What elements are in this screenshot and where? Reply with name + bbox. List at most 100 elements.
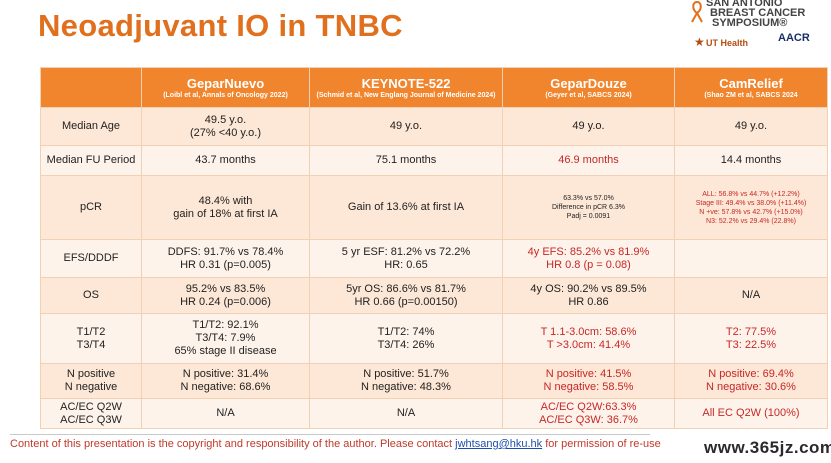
table-row-median-age: Median Age 49.5 y.o. (27% <40 y.o.) 49 y.…: [40, 107, 828, 146]
row-label-text: OS: [83, 289, 99, 301]
header-name: GeparDouze: [550, 75, 627, 91]
header-blank-cell: [40, 67, 142, 108]
cell-keynote-522: 75.1 months: [309, 145, 503, 176]
cell-line: AC/EC Q2W:63.3%: [540, 400, 637, 413]
cell-line: N negative: 68.6%: [180, 381, 271, 393]
cell-keynote-522: Gain of 13.6% at first IA: [309, 175, 503, 240]
cell-gepar-nuevo: DDFS: 91.7% vs 78.4% HR 0.31 (p=0.005): [141, 239, 310, 278]
cell-line: All EC Q2W (100%): [702, 407, 800, 419]
cell-line: N positive: 51.7%: [363, 368, 449, 380]
cell-line: N3: 52.2% vs 29.4% (22.8%): [706, 217, 796, 225]
cell-gepar-douze: 4y EFS: 85.2% vs 81.9% HR 0.8 (p = 0.08): [502, 239, 675, 278]
header-gepar-nuevo: GeparNuevo (Loibl et al, Annals of Oncol…: [141, 67, 310, 108]
table-row-ac-ec: AC/EC Q2W AC/EC Q3W N/A N/A AC/EC Q2W:63.…: [40, 398, 828, 429]
cell-gepar-nuevo: 43.7 months: [141, 145, 310, 176]
cell-line: 95.2% vs 83.5%: [185, 282, 266, 295]
cell-line: N/A: [396, 407, 416, 419]
cell-gepar-nuevo: 95.2% vs 83.5% HR 0.24 (p=0.006): [141, 277, 310, 314]
cell-line: ALL: 56.8% vs 44.7% (+12.2%): [702, 190, 800, 198]
cell-line: HR 0.24 (p=0.006): [180, 295, 271, 308]
uthealth-logo-text: UT Health: [706, 38, 749, 48]
cell-gepar-nuevo: T1/T2: 92.1% T3/T4: 7.9% 65% stage II dise…: [141, 313, 310, 364]
cell-line: 75.1 months: [375, 154, 437, 166]
cell-line: HR 0.86: [568, 295, 609, 308]
footer-text: Content of this presentation is the copy…: [10, 438, 661, 450]
cell-line: HR 0.31 (p=0.005): [180, 258, 271, 271]
cell-camrelief: All EC Q2W (100%): [674, 398, 828, 429]
cell-line: 4y OS: 90.2% vs 89.5%: [530, 282, 647, 295]
cell-line: 49 y.o.: [734, 120, 768, 132]
cell-gepar-douze: AC/EC Q2W:63.3% AC/EC Q3W: 36.7%: [502, 398, 675, 429]
cell-line: N positive: 69.4%: [708, 368, 794, 380]
table-row-efs-dddf: EFS/DDDF DDFS: 91.7% vs 78.4% HR 0.31 (p=…: [40, 239, 828, 278]
row-label: N positive N negative: [40, 363, 142, 399]
row-label-text: T1/T2: [76, 325, 106, 338]
row-label-text: N negative: [64, 381, 118, 393]
cell-line: 5 yr ESF: 81.2% vs 72.2%: [341, 245, 471, 258]
logo-line-1: SAN ANTONIO: [706, 0, 783, 9]
header-citation: (Shao ZM et al, SABCS 2024: [704, 91, 798, 99]
cell-line: N negative: 30.6%: [706, 381, 796, 393]
cell-line: N/A: [741, 289, 761, 301]
row-label: Median FU Period: [40, 145, 142, 176]
table-row-n-status: N positive N negative N positive: 31.4% N …: [40, 363, 828, 399]
cell-line: 49 y.o.: [572, 120, 605, 132]
row-label: Median Age: [40, 107, 142, 146]
cell-line: 49.5 y.o.: [204, 113, 247, 126]
cell-line: 63.3% vs 57.0%: [563, 195, 614, 202]
row-label-text: T3/T4: [76, 338, 106, 351]
footer-divider: [10, 434, 650, 435]
cell-line: N/A: [216, 407, 235, 419]
cell-camrelief: T2: 77.5% T3: 22.5%: [674, 313, 828, 364]
star-icon: ★: [694, 35, 705, 49]
sabcs-logo: SAN ANTONIO BREAST CANCER SYMPOSIUM® ★ U…: [686, 0, 826, 62]
cell-line: Gain of 13.6% at first IA: [347, 201, 465, 213]
cell-line: HR 0.8 (p = 0.08): [546, 258, 631, 271]
table-row-os: OS 95.2% vs 83.5% HR 0.24 (p=0.006) 5yr O…: [40, 277, 828, 314]
cell-line: Stage III: 49.4% vs 38.0% (+11.4%): [695, 199, 807, 207]
copyright-footer: Content of this presentation is the copy…: [0, 434, 831, 463]
cell-keynote-522: 5 yr ESF: 81.2% vs 72.2% HR: 0.65: [309, 239, 503, 278]
cell-line: T3: 22.5%: [725, 338, 777, 351]
cell-line: (27% <40 y.o.): [189, 126, 262, 139]
cell-gepar-nuevo: N/A: [141, 398, 310, 429]
cell-camrelief: N/A: [674, 277, 828, 314]
table-row-pcr: pCR 48.4% with gain of 18% at first IA Ga…: [40, 175, 828, 240]
cell-line: HR 0.66 (p=0.00150): [354, 295, 458, 308]
contact-email-link[interactable]: jwhtsang@hku.hk: [455, 438, 543, 450]
cell-line: 14.4 months: [720, 154, 782, 166]
cell-gepar-douze: 63.3% vs 57.0% Difference in pCR 6.3% Pa…: [502, 175, 675, 240]
header-gepar-douze: GeparDouze (Geyer et al, SABCS 2024): [502, 67, 675, 108]
cell-line: T 1.1-3.0cm: 58.6%: [540, 325, 637, 338]
cell-line: AC/EC Q3W: 36.7%: [539, 413, 638, 426]
cell-line: HR: 0.65: [384, 258, 428, 271]
footer-text-after: for permission of re-use: [542, 438, 661, 450]
header-keynote-522: KEYNOTE-522 (Schmid et al, New Englang J…: [309, 67, 503, 108]
cell-line: gain of 18% at first IA: [173, 207, 278, 220]
watermark: www.365jz.com: [700, 438, 831, 458]
logo-line-2: BREAST CANCER: [710, 7, 806, 19]
cell-line: Difference in pCR 6.3%: [551, 204, 626, 211]
cell-gepar-nuevo: N positive: 31.4% N negative: 68.6%: [141, 363, 310, 399]
cell-gepar-nuevo: 48.4% with gain of 18% at first IA: [141, 175, 310, 240]
cell-camrelief: 14.4 months: [674, 145, 828, 176]
table-row-t-stage: T1/T2 T3/T4 T1/T2: 92.1% T3/T4: 7.9% 65% st…: [40, 313, 828, 364]
cell-gepar-douze: T 1.1-3.0cm: 58.6% T >3.0cm: 41.4%: [502, 313, 675, 364]
cell-line: N negative: 58.5%: [543, 381, 634, 393]
cell-line: T >3.0cm: 41.4%: [546, 338, 631, 351]
cell-gepar-douze: 46.9 months: [502, 145, 675, 176]
cell-gepar-douze: 4y OS: 90.2% vs 89.5% HR 0.86: [502, 277, 675, 314]
cell-camrelief: N positive: 69.4% N negative: 30.6%: [674, 363, 828, 399]
cell-gepar-douze: 49 y.o.: [502, 107, 675, 146]
cell-line: N +ve: 57.8% vs 42.7% (+15.0%): [699, 208, 803, 216]
cell-camrelief: [674, 239, 828, 278]
cell-gepar-nuevo: 49.5 y.o. (27% <40 y.o.): [141, 107, 310, 146]
row-label: T1/T2 T3/T4: [40, 313, 142, 364]
row-label-text: AC/EC Q3W: [60, 413, 122, 426]
aacr-logo-text: AACR: [778, 32, 810, 44]
row-label: pCR: [40, 175, 142, 240]
footer-text-before: Content of this presentation is the copy…: [10, 438, 456, 450]
header-name: GeparNuevo: [186, 75, 265, 91]
cell-camrelief: 49 y.o.: [674, 107, 828, 146]
cell-line: 49 y.o.: [389, 120, 423, 132]
